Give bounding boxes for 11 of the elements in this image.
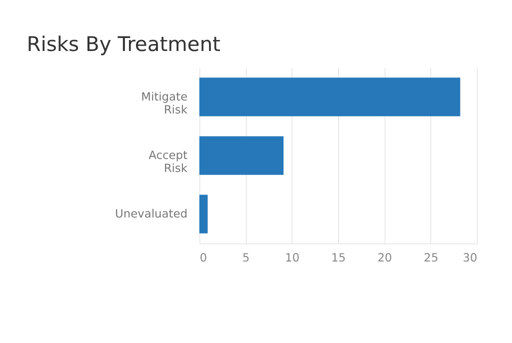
y-tick-label: Mitigate Risk xyxy=(141,90,188,117)
x-tick-label: 10 xyxy=(285,250,300,264)
x-tick-label: 25 xyxy=(424,250,438,264)
x-tick-label: 15 xyxy=(331,250,346,264)
chart-title: Risks By Treatment xyxy=(26,32,221,56)
x-tick-label: 5 xyxy=(242,250,250,264)
y-tick-label: Unevaluated xyxy=(115,206,188,221)
x-tick-label: 0 xyxy=(200,250,208,264)
x-tick-label: 30 xyxy=(462,250,478,264)
x-tick-label: 20 xyxy=(378,250,392,264)
y-tick-label: Accept Risk xyxy=(148,148,188,176)
